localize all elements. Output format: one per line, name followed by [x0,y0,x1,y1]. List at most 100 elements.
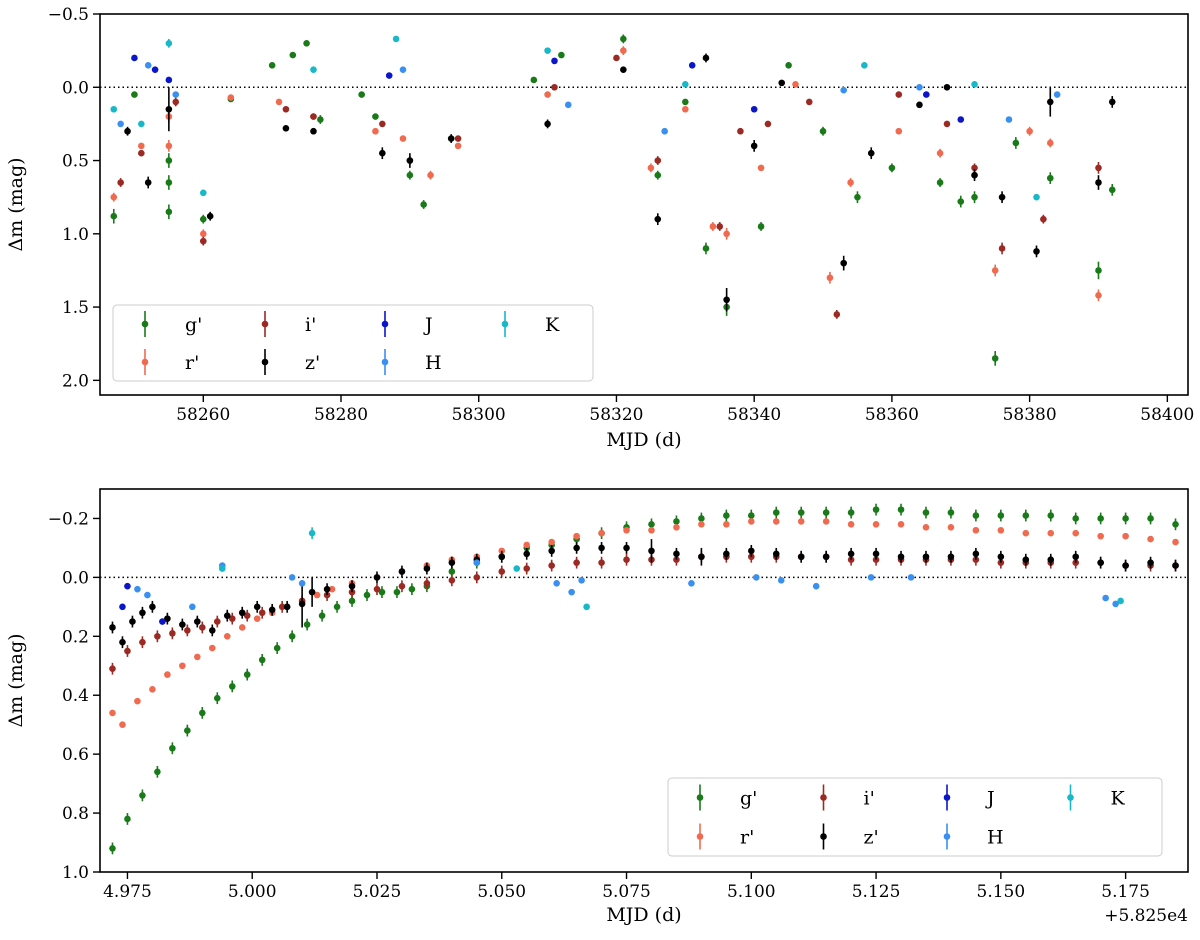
data-point [861,61,868,69]
x-tick-label: 5.075 [602,882,651,902]
data-point [750,142,758,150]
data-point [907,574,915,581]
y-tick-label: 0.6 [62,745,89,765]
data-point [897,553,905,561]
data-point [598,529,605,537]
legend-marker [261,320,269,328]
data-point [648,526,655,534]
data-point [840,86,847,94]
data-point [164,671,171,678]
data-point [723,550,730,558]
data-point [258,656,266,664]
legend-label: r' [185,352,199,374]
data-point [138,142,145,150]
data-point [206,212,214,220]
data-point [223,612,231,619]
y-tick-label: −0.5 [48,5,89,25]
data-point [1005,116,1013,123]
series-top-0 [110,34,1116,366]
data-point [523,541,531,549]
series-bottom-3 [109,539,1179,649]
data-point [408,585,416,593]
data-point [826,274,834,282]
legend-label: g' [740,788,757,810]
data-point [109,845,116,852]
data-point [553,579,560,587]
data-point [1046,98,1054,106]
data-point [124,647,131,655]
data-point [847,550,855,558]
data-point [682,98,689,106]
data-point [661,127,668,135]
data-point [298,579,306,587]
x-tick-label: 4.975 [103,882,152,902]
data-point [199,230,207,238]
series-top-2 [117,54,1102,319]
data-point [420,201,427,208]
data-point [947,524,955,531]
data-point [227,94,235,101]
data-point [897,521,905,528]
data-point [573,532,580,540]
data-point [558,51,565,59]
data-point [318,612,326,619]
data-point [164,615,171,622]
data-point [513,565,521,572]
data-point [323,585,331,593]
data-point [772,509,780,516]
axes-frame [99,488,1189,873]
data-point [358,91,365,98]
data-point [748,547,755,555]
data-point [498,553,506,561]
data-point [165,76,173,84]
data-point [165,40,173,47]
x-tick-label: 58360 [865,405,919,425]
data-point [957,116,965,123]
legend-label: g' [185,314,202,336]
data-point [110,105,118,113]
data-point [288,574,296,581]
legend-marker [1067,794,1074,801]
data-point [998,245,1006,252]
data-point [523,550,531,558]
legend-label: J [985,788,995,810]
data-point [564,101,572,109]
data-point [573,544,580,552]
data-point [723,521,730,528]
data-point [916,101,923,109]
x-tick-label: 58300 [452,405,506,425]
data-point [548,562,555,569]
data-point [957,198,965,205]
data-point [317,116,324,123]
data-point [523,565,531,572]
legend-item: K [501,311,560,337]
data-point [427,171,434,179]
legend-marker [696,794,704,801]
legend-box [667,777,1163,857]
data-point [1122,562,1129,569]
legend-label: z' [864,827,879,849]
data-point [947,509,955,516]
data-point [124,582,131,590]
legend-marker [261,358,269,366]
legend-label: K [545,314,560,336]
legend-marker [381,320,389,328]
data-point [897,506,905,513]
data-point [144,61,152,69]
legend-item: H [943,823,1004,850]
data-point [1095,164,1102,172]
legend-marker [501,320,509,328]
data-point [273,644,281,652]
data-point [764,120,772,128]
data-point [139,609,146,617]
legend-marker [943,833,951,840]
data-point [184,727,191,734]
data-point [129,618,136,625]
x-tick-label: 5.150 [977,882,1026,902]
legend-item: r' [141,349,199,375]
data-point [139,638,146,646]
data-point [223,633,231,640]
data-point [1046,139,1054,147]
data-point [888,164,896,172]
data-point [289,51,297,59]
